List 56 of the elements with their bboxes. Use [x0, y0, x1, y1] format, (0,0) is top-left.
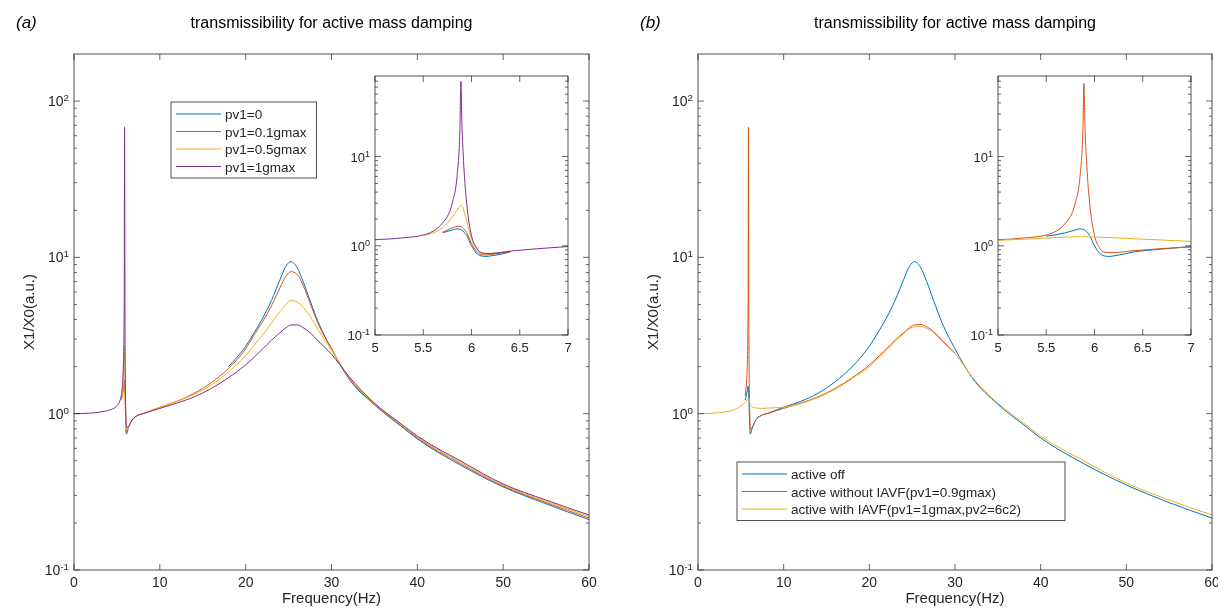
x-tick-label: 5.5 — [414, 340, 433, 355]
x-tick-label: 6 — [467, 340, 476, 355]
x-tick-label: 7 — [1187, 340, 1195, 355]
y-axis-title: X1/X0(a.u.) — [20, 274, 37, 350]
y-tick-label: 10$^{2}$ — [671, 91, 693, 110]
y-tick-label: 10$^{-1}$ — [668, 560, 693, 578]
x-tick-label: 6.5 — [510, 340, 529, 355]
line-series — [375, 80, 568, 254]
legend-label: pv1=1gmax — [225, 159, 296, 175]
y-tick-label: 10$^{-1}$ — [970, 327, 993, 343]
x-tick-label: 5 — [994, 340, 1002, 355]
chart-title: transmissibility for active mass damping — [814, 14, 1096, 31]
x-tick-label: 7 — [564, 340, 572, 355]
legend-label: active with IAVF(pv1=1gmax,pv2=6c2) — [791, 502, 1022, 517]
y-tick-label: 10$^{0}$ — [350, 237, 370, 254]
x-tick-label: 6.5 — [1133, 340, 1152, 355]
x-tick-label: 20 — [237, 574, 254, 590]
legend-label: pv1=0 — [225, 107, 263, 122]
legend-label: pv1=0.1gmax — [225, 124, 307, 140]
x-tick-label: 10 — [152, 574, 168, 590]
x-tick-label: 50 — [1118, 574, 1135, 590]
y-tick-label: 10$^{2}$ — [47, 91, 69, 110]
line-series — [998, 82, 1191, 254]
x-tick-label: 30 — [947, 574, 963, 590]
x-axis-title: Frequency(Hz) — [905, 589, 1005, 606]
line-series — [744, 261, 1212, 519]
x-tick-label: 5.5 — [1037, 340, 1056, 355]
text: (b) — [640, 13, 661, 32]
x-tick-label: 10 — [775, 574, 792, 590]
y-tick-label: 10$^{-1}$ — [347, 327, 370, 343]
text: (a) — [16, 13, 37, 32]
y-tick-label: 10$^{1}$ — [47, 247, 69, 266]
x-tick-label: 60 — [581, 574, 597, 590]
x-tick-label: 20 — [861, 574, 878, 590]
y-axis-title: X1/X0(a.u.) — [644, 274, 661, 350]
legend-label: pv1=0.5gmax — [225, 142, 307, 157]
y-tick-label: 10$^{1}$ — [671, 247, 693, 266]
legend-label: active off — [791, 467, 846, 482]
chart-title: transmissibility for active mass damping — [190, 14, 473, 31]
x-tick-label: 40 — [1032, 574, 1049, 590]
y-tick-label: 10$^{0}$ — [671, 404, 694, 422]
x-tick-label: 0 — [70, 574, 79, 590]
x-tick-label: 50 — [495, 574, 512, 590]
x-tick-label: 40 — [409, 574, 426, 590]
y-tick-label: 10$^{1}$ — [350, 148, 370, 165]
x-tick-label: 30 — [323, 574, 340, 590]
y-tick-label: 10$^{0}$ — [47, 404, 70, 422]
x-axis-title: Frequency(Hz) — [281, 589, 382, 606]
x-tick-label: 6 — [1090, 340, 1099, 355]
y-tick-label: 10$^{1}$ — [973, 148, 993, 165]
legend-label: active without IAVF(pv1=0.9gmax) — [791, 484, 996, 500]
line-series — [744, 126, 956, 430]
y-tick-label: 10$^{0}$ — [973, 237, 993, 254]
y-tick-label: 10$^{-1}$ — [44, 560, 69, 578]
x-tick-label: 5 — [371, 340, 379, 355]
x-tick-label: 0 — [694, 574, 703, 590]
